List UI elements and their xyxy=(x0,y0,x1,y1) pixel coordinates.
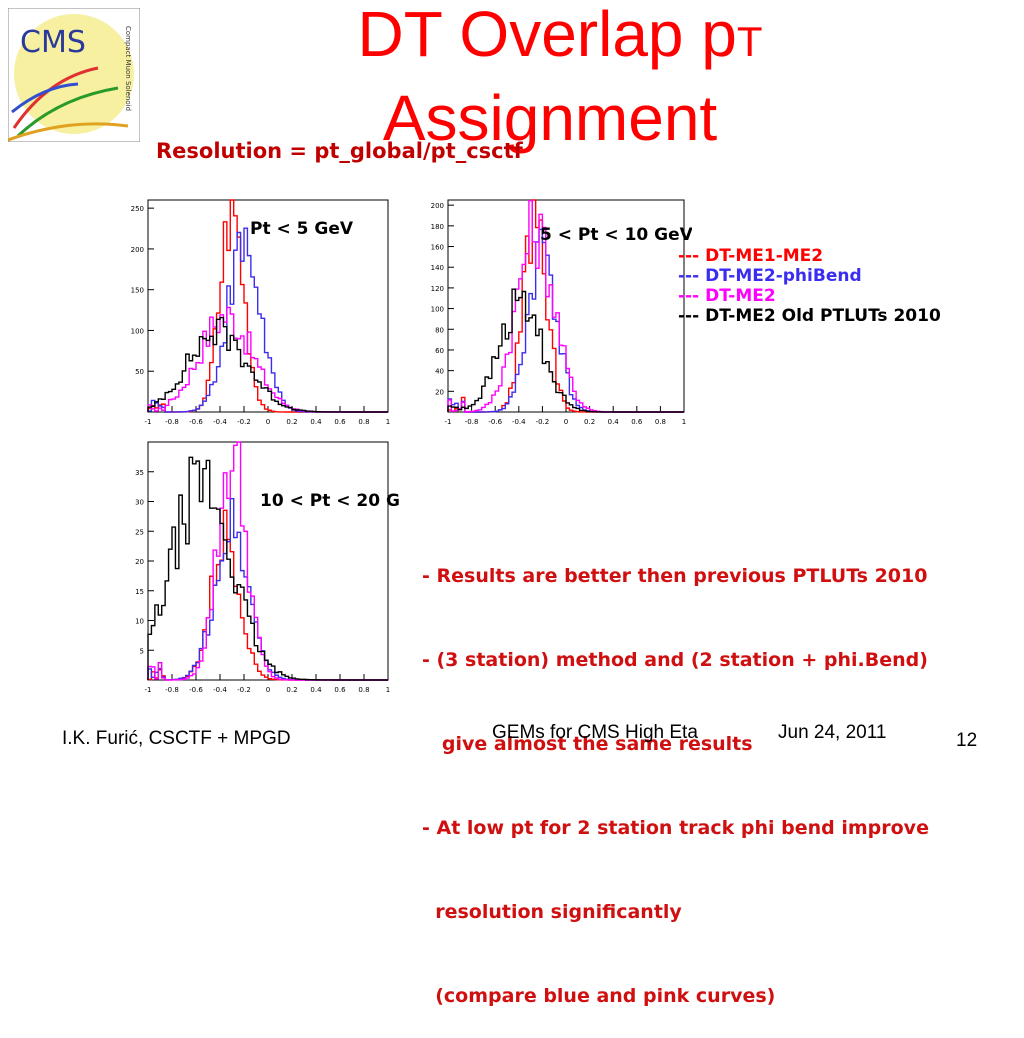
plot-title: Pt < 5 GeV xyxy=(250,219,354,239)
x-tick-label: -1 xyxy=(145,418,152,426)
x-tick-label: -0.2 xyxy=(237,686,251,694)
x-tick-label: -0.4 xyxy=(213,686,227,694)
x-tick-label: 0.8 xyxy=(358,418,369,426)
x-tick-label: -0.8 xyxy=(165,418,179,426)
series-black xyxy=(147,316,388,413)
y-tick-label: 200 xyxy=(431,202,444,210)
x-tick-label: 0.6 xyxy=(631,418,643,426)
x-tick-label: 0.6 xyxy=(334,418,346,426)
histogram-pt-5-10: -1 -0.8 -0.6 -0.4 -0.2 0 0.2 0.4 0.6 0.8 120406080… xyxy=(431,199,692,426)
legend-item-dt-me2-old: --- DT-ME2 Old PTLUTs 2010 xyxy=(678,306,941,326)
x-tick-label: 1 xyxy=(386,686,390,694)
x-tick-label: -1 xyxy=(445,418,452,426)
legend-item-dt-me2-phibend: --- DT-ME2-phiBend xyxy=(678,266,862,286)
note-line: - (3 station) method and (2 station + ph… xyxy=(422,649,928,671)
note-line: resolution significantly xyxy=(422,901,682,923)
x-tick-label: -0.6 xyxy=(189,686,203,694)
note-line: - Results are better then previous PTLUT… xyxy=(422,565,928,587)
x-tick-label: -1 xyxy=(145,686,152,694)
y-tick-label: 15 xyxy=(135,588,144,596)
y-tick-label: 40 xyxy=(435,368,444,376)
plot-frame xyxy=(147,199,389,413)
x-tick-label: -0.8 xyxy=(465,418,479,426)
y-tick-label: 25 xyxy=(135,528,144,536)
y-tick-label: 35 xyxy=(135,469,144,477)
y-tick-label: 150 xyxy=(131,287,144,295)
y-tick-label: 100 xyxy=(131,327,144,335)
x-tick-label: 0 xyxy=(266,686,270,694)
y-tick-label: 80 xyxy=(435,326,444,334)
series-black xyxy=(447,288,684,413)
x-tick-label: 0 xyxy=(266,418,270,426)
footer-date: Jun 24, 2011 xyxy=(778,722,887,743)
x-tick-label: -0.4 xyxy=(213,418,227,426)
x-tick-label: -0.6 xyxy=(189,418,203,426)
x-tick-label: 0.6 xyxy=(334,686,346,694)
y-tick-label: 5 xyxy=(140,647,144,655)
x-tick-label: 1 xyxy=(386,418,390,426)
cms-logo-label: CMS xyxy=(20,25,86,60)
y-tick-label: 60 xyxy=(435,347,444,355)
y-tick-label: 180 xyxy=(431,223,444,231)
x-tick-label: 0 xyxy=(564,418,568,426)
footer-conference: GEMs for CMS High Eta xyxy=(492,722,698,743)
x-tick-label: 0.4 xyxy=(310,686,322,694)
legend-item-dt-me2: --- DT-ME2 xyxy=(678,286,776,306)
footer-author: I.K. Furić, CSCTF + MPGD xyxy=(62,728,291,749)
x-tick-label: 0.2 xyxy=(286,418,297,426)
x-tick-label: -0.6 xyxy=(488,418,502,426)
x-tick-label: 0.2 xyxy=(286,686,297,694)
y-tick-label: 160 xyxy=(431,244,444,252)
x-tick-label: -0.4 xyxy=(512,418,526,426)
note-line: (compare blue and pink curves) xyxy=(422,985,776,1007)
y-tick-label: 20 xyxy=(435,388,444,396)
histogram-pt-lt-5: -1 -0.8 -0.6 -0.4 -0.2 0 0.2 0.4 0.6 0.8 150100150… xyxy=(131,199,390,426)
plot-title: 5 < Pt < 10 GeV xyxy=(540,225,692,245)
y-tick-label: 120 xyxy=(431,285,444,293)
y-tick-label: 30 xyxy=(135,499,144,507)
plot-title: 10 < Pt < 20 GeV xyxy=(260,491,400,511)
x-tick-label: 0.4 xyxy=(310,418,322,426)
cms-logo-caption: Compact Muon Solenoid xyxy=(124,26,132,111)
x-tick-label: 0.4 xyxy=(608,418,620,426)
resolution-formula: Resolution = pt_global/pt_csctf xyxy=(156,139,523,163)
page-number: 12 xyxy=(956,730,978,751)
slide-title-line2: Assignment xyxy=(382,82,718,154)
y-tick-label: 250 xyxy=(131,205,144,213)
x-tick-label: 1 xyxy=(682,418,686,426)
plot-frame xyxy=(147,441,389,681)
y-tick-label: 200 xyxy=(131,246,144,254)
histogram-pt-10-20: -1 -0.8 -0.6 -0.4 -0.2 0 0.2 0.4 0.6 0.8 151015202… xyxy=(135,441,400,694)
note-line: give almost the same results xyxy=(422,733,753,755)
y-tick-label: 140 xyxy=(431,264,444,272)
x-tick-label: -0.8 xyxy=(165,686,179,694)
legend-item-dt-me1-me2: --- DT-ME1-ME2 xyxy=(678,246,824,266)
y-tick-label: 50 xyxy=(135,368,144,376)
note-line: - At low pt for 2 station track phi bend… xyxy=(422,817,929,839)
x-tick-label: 0.8 xyxy=(358,686,369,694)
x-tick-label: -0.2 xyxy=(536,418,550,426)
slide-title-line1: DT Overlap pT xyxy=(357,0,763,70)
series-black xyxy=(147,456,388,681)
y-tick-label: 10 xyxy=(135,618,144,626)
x-tick-label: 0.2 xyxy=(584,418,595,426)
cms-logo: CMS Compact Muon Solenoid xyxy=(8,8,140,142)
y-tick-label: 20 xyxy=(135,558,144,566)
y-tick-label: 100 xyxy=(431,306,444,314)
notes: - Results are better then previous PTLUT… xyxy=(422,506,929,1038)
x-tick-label: -0.2 xyxy=(237,418,251,426)
x-tick-label: 0.8 xyxy=(655,418,666,426)
legend: --- DT-ME1-ME2 --- DT-ME2-phiBend --- DT… xyxy=(678,246,941,326)
